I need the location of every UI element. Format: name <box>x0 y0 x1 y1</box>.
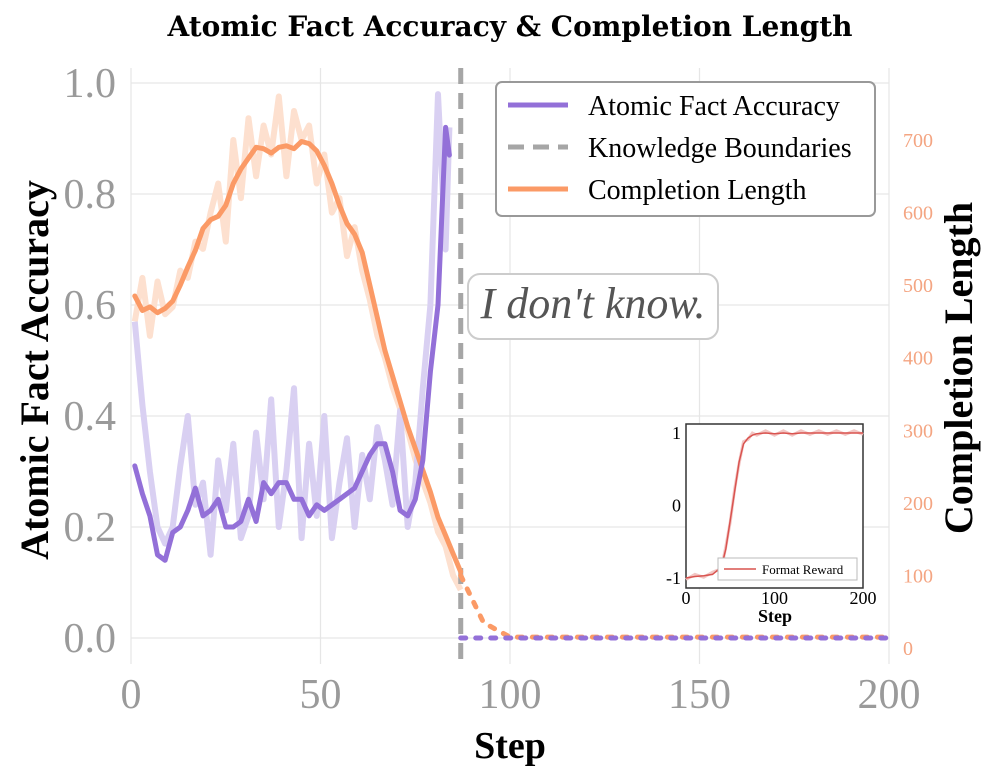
x-tick-label: 150 <box>668 672 731 718</box>
accuracy-line <box>132 124 452 563</box>
annotation: I don't know. <box>467 273 719 340</box>
legend-box <box>495 81 876 217</box>
inset-x-tick-label: 200 <box>850 588 877 608</box>
y-left-tick-label: 0.8 <box>64 172 117 218</box>
y-right-tick-label: 100 <box>903 565 933 587</box>
accuracy-raw-line <box>131 91 453 558</box>
inset-x-axis-title: Step <box>758 606 792 626</box>
inset-legend-box <box>717 557 858 581</box>
y-right-axis-title: Completion Length <box>936 202 981 534</box>
annotation-box <box>467 273 719 340</box>
legend: Atomic Fact Accuracy Knowledge Boundarie… <box>495 81 876 217</box>
x-tick-label: 50 <box>300 672 342 718</box>
inset-y-tick-label: 0 <box>672 496 681 516</box>
y-right-tick-label: 200 <box>903 493 933 515</box>
y-right-tick-label: 300 <box>903 420 933 442</box>
y-right-tick-label: 600 <box>903 203 933 225</box>
y-right-tick-label: 500 <box>903 275 933 297</box>
inset-y-tick-label: -1 <box>666 568 681 588</box>
annotation-text: I don't know. <box>480 279 706 328</box>
y-left-tick-label: 0.6 <box>64 283 117 329</box>
inset-y-tick-label: 1 <box>672 423 681 443</box>
inset-legend-label: Format Reward <box>762 562 844 577</box>
y-left-tick-label: 0.0 <box>64 616 117 662</box>
chart-title: Atomic Fact Accuracy & Completion Length <box>167 10 853 43</box>
x-tick-label: 0 <box>121 672 142 718</box>
inset-x-tick-label: 0 <box>682 588 691 608</box>
y-left-tick-label: 1.0 <box>64 61 117 107</box>
legend-accuracy-label: Atomic Fact Accuracy <box>588 91 840 122</box>
legend-boundary-label: Knowledge Boundaries <box>588 133 852 164</box>
y-right-tick-label: 0 <box>903 638 913 660</box>
x-tick-label: 100 <box>479 672 542 718</box>
axis-ticks: 0 50 100 150 2000.00.20.40.60.81.00100200300… <box>64 61 934 718</box>
y-left-tick-label: 0.4 <box>64 394 117 440</box>
inset-x-tick-label: 100 <box>761 588 788 608</box>
legend-length-label: Completion Length <box>588 175 807 206</box>
x-tick-label: 200 <box>858 672 921 718</box>
y-right-tick-label: 400 <box>903 348 933 370</box>
completion-length-line <box>132 139 464 575</box>
inset-chart: 0 100 200-101 Step Format Reward <box>666 423 877 626</box>
y-left-tick-label: 0.2 <box>64 505 117 551</box>
x-axis-title: Step <box>474 725 546 767</box>
y-left-axis-title: Atomic Fact Accuracy <box>12 180 57 560</box>
smoothed-series <box>132 124 892 641</box>
y-right-tick-label: 700 <box>903 130 933 152</box>
